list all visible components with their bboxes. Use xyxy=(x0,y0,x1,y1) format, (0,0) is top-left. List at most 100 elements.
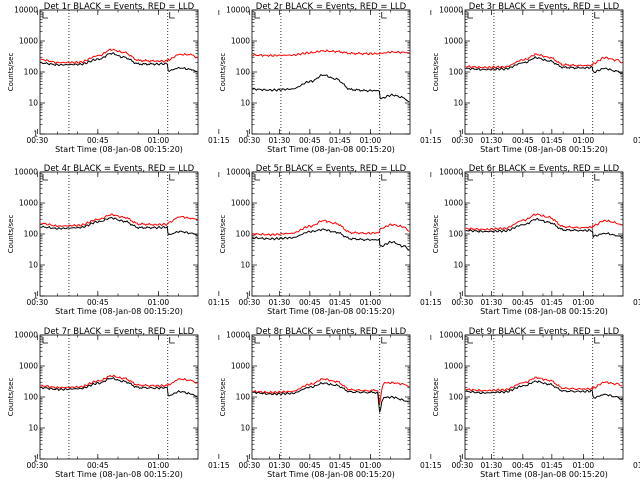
series-line-lld xyxy=(252,49,410,58)
y-tick-label: 1 xyxy=(33,292,38,301)
chart-panel-8: Det 8r BLACK = Events, RED = LLD11010010… xyxy=(219,327,563,479)
y-tick-label: 10000 xyxy=(14,168,38,177)
y-axis-label: Counts/sec xyxy=(219,215,227,254)
x-tick-label: 00:45 xyxy=(299,461,321,470)
x-tick-label: 01:30 xyxy=(269,298,291,307)
y-tick-label: 100 xyxy=(236,393,251,402)
y-axis-label: Counts/sec xyxy=(7,53,15,92)
segment-marker xyxy=(169,12,175,19)
plot-frame xyxy=(251,171,411,297)
x-tick-label: 00:45 xyxy=(512,461,534,470)
y-tick-label: 10000 xyxy=(226,168,250,177)
segment-marker xyxy=(594,12,600,19)
y-tick-label: 1000 xyxy=(444,362,463,371)
x-tick-label: 01:30 xyxy=(481,298,503,307)
chart-panel-6: Det 6r BLACK = Events, RED = LLD 1 10 100 10… xyxy=(432,164,640,316)
series-line-events xyxy=(252,228,410,251)
series-line-lld xyxy=(465,376,623,392)
y-axis-label: Counts/sec xyxy=(219,378,227,417)
y-tick-label: 1 xyxy=(458,455,463,464)
y-tick-label: 1000 xyxy=(19,37,38,46)
y-tick-label: 1 xyxy=(458,130,463,139)
y-tick-label: 100 xyxy=(24,393,39,402)
chart-title: Det 2r BLACK = Events, RED = LLD xyxy=(256,2,407,12)
y-tick-label: 10 xyxy=(28,261,38,270)
x-tick-label: 00:30 xyxy=(239,461,261,470)
x-tick-label: 00:45 xyxy=(512,298,534,307)
x-tick-label: 00:30 xyxy=(27,461,49,470)
x-tick-label: 00:45 xyxy=(512,136,534,145)
y-axis-label: Counts/sec xyxy=(219,53,227,92)
x-tick-label: 01:45 xyxy=(329,136,351,145)
segment-marker xyxy=(381,337,387,344)
y-tick-label: 1000 xyxy=(231,199,250,208)
series-line-events xyxy=(252,381,410,413)
x-tick-label: 01:15 xyxy=(208,461,230,470)
series-line-events xyxy=(465,56,623,75)
x-tick-label: 01:00 xyxy=(148,461,170,470)
chart-title: Det 5r BLACK = Events, RED = LLD xyxy=(256,164,407,174)
plot-frame xyxy=(464,9,624,135)
segment-marker xyxy=(594,174,600,181)
x-tick-label: 00:30 xyxy=(452,298,474,307)
segment-marker xyxy=(42,337,48,344)
chart-panel-9: Det 9r BLACK = Events, RED = LLD 1 10 100 10… xyxy=(432,327,640,479)
x-axis-label: Start Time (08-Jan-08 00:15:20) xyxy=(267,145,395,154)
segment-marker xyxy=(254,337,260,344)
y-tick-label: 10 xyxy=(240,261,250,270)
x-tick-label: 00:30 xyxy=(452,461,474,470)
y-tick-label: 1000 xyxy=(231,37,250,46)
segment-marker xyxy=(169,174,175,181)
segment-marker xyxy=(467,174,473,181)
x-tick-label: 00:45 xyxy=(299,136,321,145)
y-tick-label: 1 xyxy=(458,292,463,301)
y-tick-label: 1 xyxy=(33,130,38,139)
series-line-events xyxy=(40,216,198,236)
chart-title: Det 9r BLACK = Events, RED = LLD xyxy=(469,327,620,337)
y-axis-label: Counts/sec xyxy=(432,378,440,417)
y-tick-label: 10000 xyxy=(226,331,250,340)
y-axis-label: Counts/sec xyxy=(7,215,15,254)
x-axis-label: Start Time (08-Jan-08 00:15:20) xyxy=(480,307,608,316)
x-tick-label: 01:30 xyxy=(481,461,503,470)
y-tick-label: 1000 xyxy=(444,199,463,208)
y-tick-label: 1 xyxy=(33,455,38,464)
y-tick-label: 10000 xyxy=(439,331,463,340)
x-tick-label: 01:00 xyxy=(360,136,382,145)
x-tick-label: 01:30 xyxy=(269,461,291,470)
y-tick-label: 10 xyxy=(240,99,250,108)
x-axis-label: Start Time (08-Jan-08 00:15:20) xyxy=(267,307,395,316)
series-line-events xyxy=(40,52,198,73)
y-tick-label: 1000 xyxy=(231,362,250,371)
series-line-events xyxy=(465,217,623,239)
chart-panel-1: Det 1r BLACK = Events, RED = LLD11010010… xyxy=(7,2,351,154)
series-line-lld xyxy=(465,53,623,69)
y-tick-label: 10000 xyxy=(439,6,463,15)
plot-frame xyxy=(39,171,199,297)
series-line-lld xyxy=(40,48,198,65)
plot-frame xyxy=(39,9,199,135)
y-tick-label: 100 xyxy=(24,68,39,77)
segment-marker xyxy=(42,12,48,19)
x-axis-label: Start Time (08-Jan-08 00:15:20) xyxy=(55,470,183,479)
y-axis-label: Counts/sec xyxy=(432,53,440,92)
y-axis-label: Counts/sec xyxy=(7,378,15,417)
y-tick-label: 1 xyxy=(245,130,250,139)
y-axis-label: Counts/sec xyxy=(432,215,440,254)
y-tick-label: 10 xyxy=(453,99,463,108)
y-tick-label: 10000 xyxy=(226,6,250,15)
y-tick-label: 10 xyxy=(28,99,38,108)
x-tick-label: 01:45 xyxy=(329,461,351,470)
x-tick-label: 00:30 xyxy=(239,136,261,145)
y-tick-label: 10 xyxy=(453,424,463,433)
y-tick-label: 10000 xyxy=(14,331,38,340)
segment-marker xyxy=(381,174,387,181)
y-tick-label: 100 xyxy=(236,68,251,77)
series-line-lld xyxy=(252,377,410,404)
chart-title: Det 4r BLACK = Events, RED = LLD xyxy=(44,164,195,174)
series-line-events xyxy=(40,377,198,397)
y-tick-label: 1000 xyxy=(19,199,38,208)
x-tick-label: 01:15 xyxy=(633,298,640,307)
x-tick-label: 01:00 xyxy=(573,461,595,470)
